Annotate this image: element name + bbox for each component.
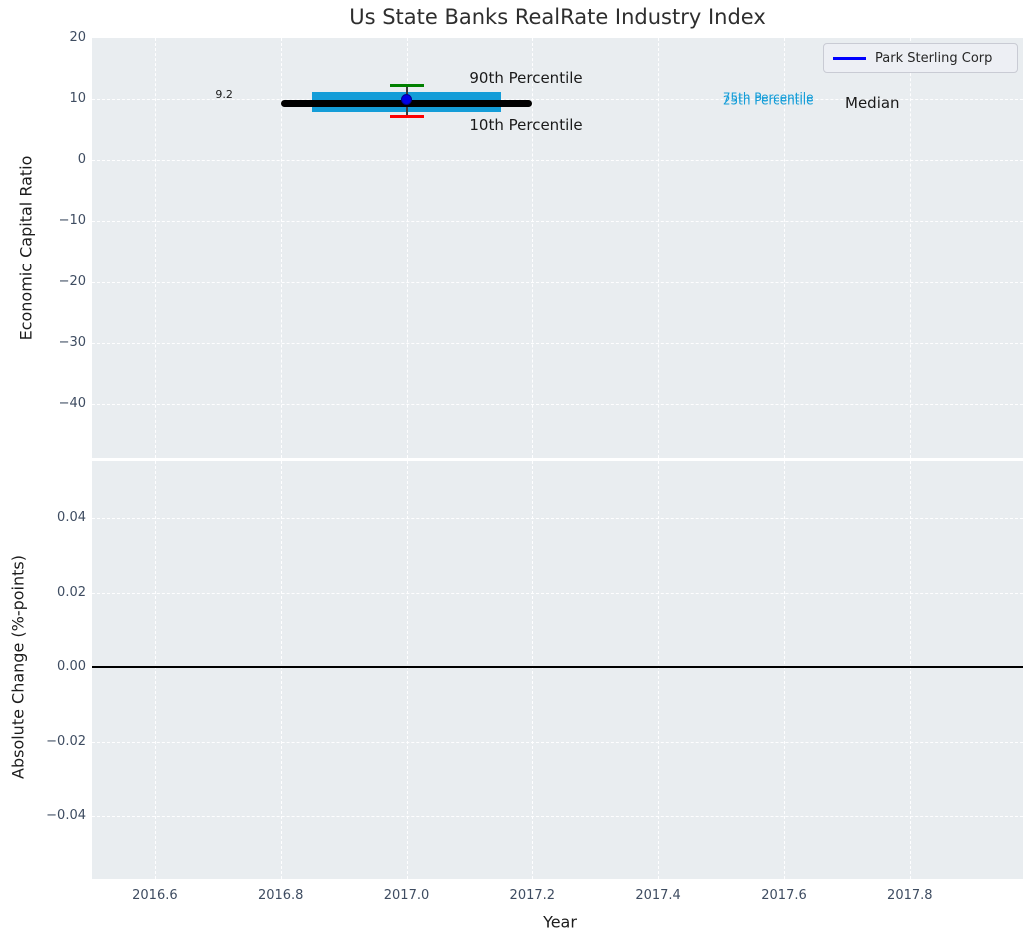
x-tick-label: 2016.6 [132,888,178,903]
legend: Park Sterling Corp [823,43,1018,73]
x-tick-label: 2017.8 [887,888,933,903]
x-tick-label: 2017.0 [383,888,430,903]
y-tick-label: 0.00 [57,659,86,674]
gridline-y [92,816,1023,817]
x-tick-label: 2016.8 [257,888,304,903]
gridline-x [784,38,785,458]
x-tick-label: 2017.2 [509,888,556,903]
top-plot-area: 9.2 90th Percentile 10th Percentile 75th Pe… [92,38,1023,458]
zero-line [92,666,1023,668]
gridline-x [406,38,408,458]
gridline-x [406,461,408,879]
gridline-x [532,38,534,458]
x-tick-label: 2017.4 [635,888,681,903]
y-tick-label: 10 [69,91,86,106]
annotation-75th-percentile: 75th Percentile [722,90,814,105]
gridline-x [784,461,785,879]
annotation-9-2: 9.2 [215,87,233,101]
gridline-x [658,38,660,458]
y-tick-label: −20 [58,274,86,289]
y-tick-label: 0 [77,152,86,167]
y-tick-label: −10 [58,213,86,228]
y-axis-label-top: Economic Capital Ratio [16,155,36,341]
gridline-x [532,461,534,879]
y-tick-label: −0.04 [46,808,86,823]
gridline-x [154,38,156,458]
legend-label: Park Sterling Corp [875,50,993,66]
gridline-y [92,404,1023,405]
y-tick-label: −0.02 [46,733,86,749]
gridline-x [154,461,156,879]
gridline-y [92,592,1023,594]
gridline-y [92,282,1023,283]
bottom-plot-area [92,461,1023,879]
annotation-median: Median [845,94,900,113]
gridline-y [92,99,1023,100]
y-tick-label: 20 [69,30,86,45]
y-tick-label: 0.02 [57,584,86,600]
gridline-y [92,518,1023,519]
annotation-25th-percentile: 25th Percentile [722,93,814,108]
company-marker [401,93,412,105]
gridline-y [92,343,1023,344]
gridline-y [92,160,1023,161]
x-tick-label: 2017.6 [761,888,807,903]
annotation-90th-percentile: 90th Percentile [469,68,583,87]
x-axis-label: Year [543,912,577,932]
gridline-y [92,741,1023,743]
gridline-x [909,38,911,458]
chart-title: Us State Banks RealRate Industry Index [349,5,766,29]
gridline-x [909,461,911,879]
gridline-x [280,38,282,458]
p90-cap [389,83,424,87]
p10-cap [389,114,424,118]
y-tick-label: −40 [58,396,86,411]
legend-line-icon [833,56,866,60]
gridline-x [658,461,660,879]
gridline-y [92,221,1023,222]
annotation-10th-percentile: 10th Percentile [469,115,583,134]
y-tick-label: −30 [58,335,86,350]
y-tick-label: 0.04 [57,510,86,525]
gridline-x [280,461,282,879]
